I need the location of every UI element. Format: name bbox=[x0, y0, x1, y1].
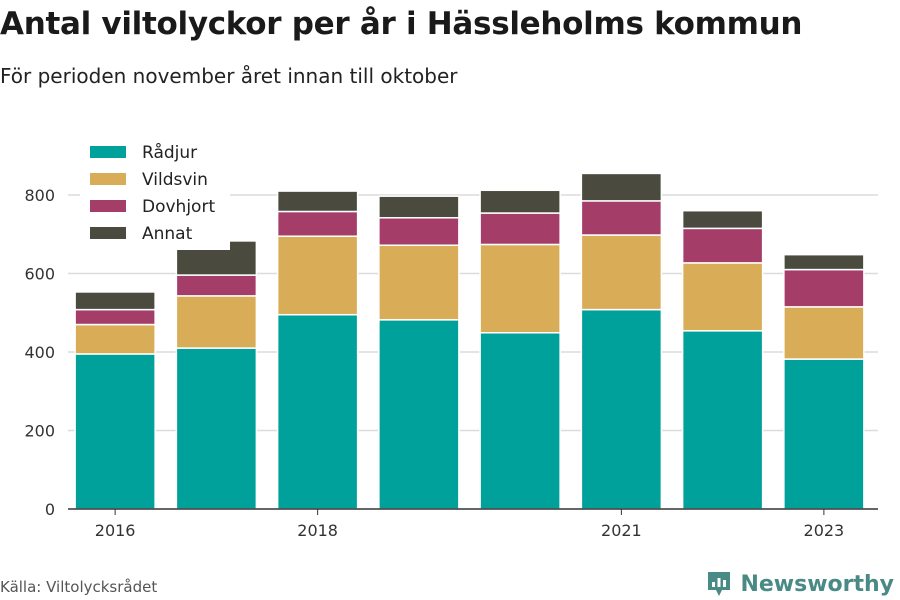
x-tick-label: 2021 bbox=[601, 521, 642, 540]
bar-segment bbox=[580, 200, 663, 236]
y-tick-label: 600 bbox=[24, 265, 55, 284]
bar-segment bbox=[580, 308, 663, 510]
bar-segment bbox=[479, 332, 561, 510]
bar-segment bbox=[378, 244, 460, 321]
legend-swatch bbox=[90, 146, 126, 158]
bar-segment bbox=[175, 274, 258, 297]
x-tick-label: 2016 bbox=[95, 521, 136, 540]
chart-title: Antal viltolyckor per år i Hässleholms k… bbox=[0, 6, 803, 42]
bar-segment bbox=[74, 291, 156, 311]
legend-label: Rådjur bbox=[142, 142, 197, 163]
bar-segment bbox=[783, 268, 865, 308]
bar-segment bbox=[276, 235, 359, 316]
legend-swatch bbox=[90, 227, 126, 239]
legend-label: Annat bbox=[142, 224, 193, 244]
bar-segment bbox=[74, 353, 156, 510]
bar-segment bbox=[175, 347, 258, 510]
chart-subtitle: För perioden november året innan till ok… bbox=[0, 64, 458, 88]
bar-segment bbox=[580, 234, 663, 311]
bar-segment bbox=[276, 190, 359, 213]
bar-segment bbox=[74, 323, 156, 355]
y-tick-label: 800 bbox=[24, 186, 55, 205]
bar-segment bbox=[479, 212, 561, 246]
stacked-bar-chart: Rådjur Vildsvin Dovhjort Annat 0 200 400 600 80… bbox=[24, 142, 878, 540]
x-tick-label: 2023 bbox=[804, 521, 845, 540]
bar-segment bbox=[175, 295, 258, 349]
legend-swatch bbox=[90, 173, 126, 185]
bar-segment bbox=[783, 253, 865, 271]
legend-label: Dovhjort bbox=[142, 197, 215, 217]
source-note: Källa: Viltolycksrådet bbox=[0, 578, 158, 596]
bar-segment bbox=[378, 319, 460, 510]
bar-segment bbox=[276, 210, 359, 237]
bar-segment bbox=[783, 358, 865, 510]
brand-name: Newsworthy bbox=[740, 571, 894, 597]
bar-segment bbox=[479, 189, 561, 214]
bar-segment bbox=[681, 209, 764, 230]
bar-segment bbox=[378, 217, 460, 246]
bar-segment bbox=[74, 308, 156, 326]
legend-label: Vildsvin bbox=[142, 170, 208, 190]
brand-logo: Newsworthy bbox=[706, 570, 894, 598]
bar-segment bbox=[276, 313, 359, 510]
bar-segment bbox=[580, 172, 663, 202]
bar-segment bbox=[681, 330, 764, 510]
y-tick-label: 400 bbox=[24, 343, 55, 362]
bar-segment bbox=[479, 243, 561, 334]
x-tick-label: 2018 bbox=[297, 521, 338, 540]
bar-segment bbox=[681, 262, 764, 332]
y-tick-label: 200 bbox=[24, 422, 55, 441]
bar-segment bbox=[378, 195, 460, 219]
bar-chart-logo-icon bbox=[708, 572, 731, 596]
legend-swatch bbox=[90, 200, 126, 212]
bar-segment bbox=[681, 227, 764, 264]
bar-segment bbox=[783, 306, 865, 360]
y-tick-label: 0 bbox=[45, 500, 55, 519]
